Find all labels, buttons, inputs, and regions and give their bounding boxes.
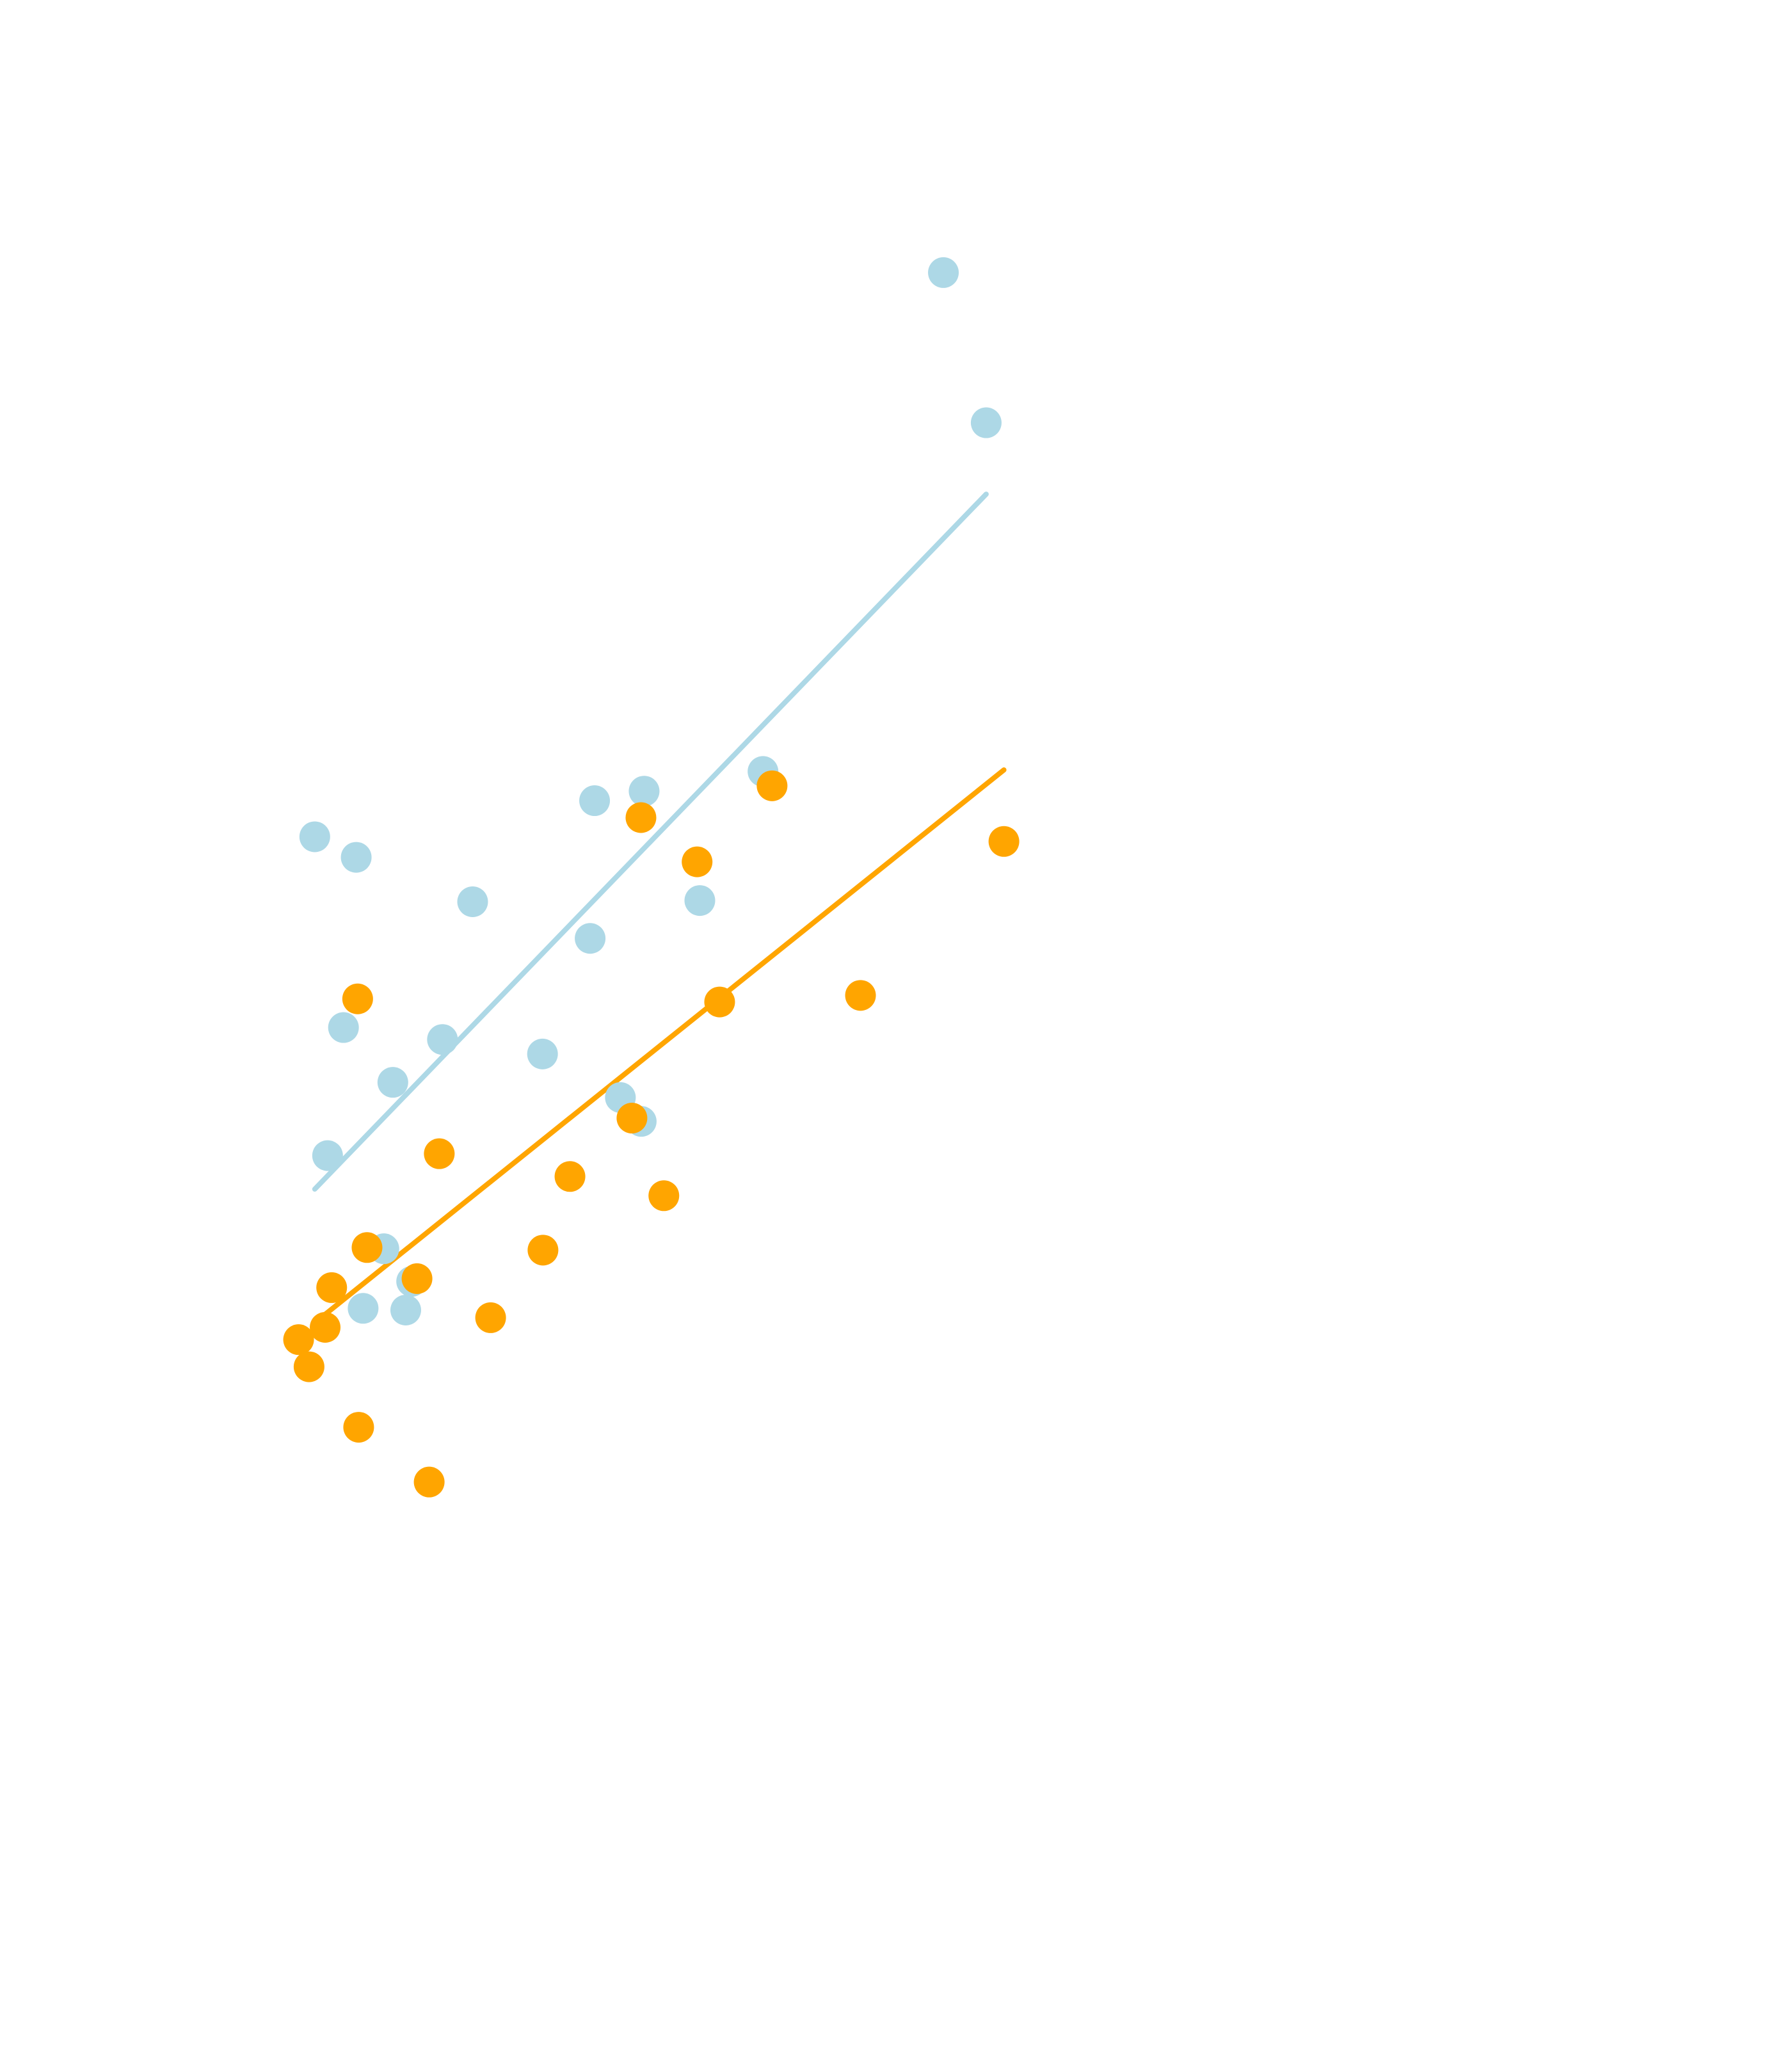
data-point-series-1-14 — [684, 885, 716, 916]
data-point-series-2-12 — [527, 1235, 559, 1266]
data-point-series-2-18 — [704, 986, 735, 1018]
data-point-series-2-6 — [351, 1232, 383, 1263]
data-point-series-1-20 — [348, 1293, 379, 1324]
data-point-series-2-8 — [401, 1263, 433, 1294]
trend-line-series-2 — [319, 767, 1007, 1319]
data-point-series-2-15 — [648, 1180, 680, 1212]
data-point-series-2-17 — [682, 846, 713, 877]
data-points — [283, 257, 1020, 1498]
data-point-series-2-14 — [616, 1103, 648, 1134]
data-point-series-1-1 — [299, 821, 330, 852]
data-point-series-1-6 — [427, 1024, 458, 1055]
data-point-series-1-8 — [527, 1038, 558, 1069]
data-point-series-1-5 — [377, 1067, 408, 1098]
data-point-series-2-21 — [988, 826, 1020, 857]
data-point-series-2-5 — [342, 983, 373, 1014]
data-point-series-2-2 — [293, 1351, 324, 1382]
trend-lines — [312, 492, 1007, 1319]
data-point-series-1-2 — [340, 842, 372, 873]
data-point-series-1-17 — [970, 407, 1002, 438]
data-point-series-1-10 — [579, 785, 611, 817]
data-point-series-2-13 — [554, 1161, 586, 1192]
data-point-series-2-7 — [343, 1412, 374, 1443]
data-point-series-2-1 — [283, 1324, 314, 1356]
data-point-series-2-3 — [310, 1312, 341, 1343]
data-point-series-1-3 — [328, 1012, 359, 1043]
data-point-series-2-16 — [625, 802, 657, 833]
trend-line-series-1 — [312, 492, 989, 1192]
data-point-series-2-10 — [413, 1466, 445, 1498]
data-point-series-2-20 — [845, 980, 876, 1011]
data-point-series-1-9 — [575, 923, 606, 954]
data-point-series-1-21 — [390, 1295, 421, 1326]
data-point-series-2-19 — [756, 770, 788, 801]
data-point-series-2-4 — [316, 1272, 348, 1303]
data-point-series-1-4 — [312, 1140, 343, 1171]
data-point-series-1-7 — [457, 886, 488, 917]
data-point-series-2-11 — [475, 1302, 506, 1333]
data-point-series-1-16 — [928, 257, 959, 288]
data-point-series-2-9 — [424, 1138, 455, 1169]
data-point-series-1-11 — [628, 776, 660, 807]
